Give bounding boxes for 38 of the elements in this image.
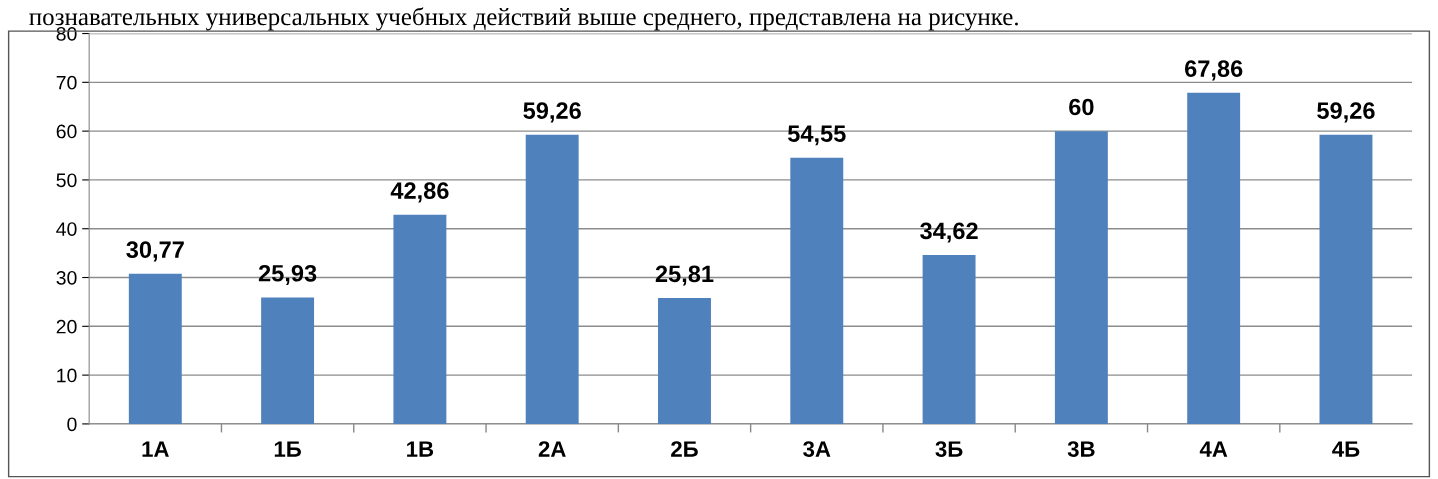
x-tick-label: 4А xyxy=(1199,441,1228,457)
bar xyxy=(525,134,579,424)
data-label: 59,26 xyxy=(523,102,581,123)
bar xyxy=(658,297,711,424)
x-tick-label: 2А xyxy=(538,441,566,457)
x-tick-label: 1А xyxy=(142,441,169,457)
x-tick-label: 3В xyxy=(1067,441,1095,457)
data-label: 42,86 xyxy=(390,182,449,203)
bar xyxy=(922,254,976,424)
y-tick-label: 50 xyxy=(56,173,77,188)
y-tick-label: 60 xyxy=(56,124,77,139)
bar xyxy=(790,157,844,424)
x-tick-label: 3А xyxy=(803,441,831,457)
y-tick-label: 30 xyxy=(56,270,77,285)
x-tick-label: 3Б xyxy=(935,441,963,457)
data-label: 25,81 xyxy=(655,265,714,286)
bar xyxy=(128,273,182,424)
x-tick-label: 1В xyxy=(407,441,434,457)
data-label: 34,62 xyxy=(920,222,978,243)
x-tick-label: 2Б xyxy=(671,441,698,457)
bar xyxy=(393,214,447,424)
bar xyxy=(1319,134,1373,424)
bar xyxy=(1054,131,1108,424)
y-tick-label: 0 xyxy=(67,417,77,432)
data-label: 59,26 xyxy=(1317,102,1375,123)
data-label: 60 xyxy=(1069,98,1094,116)
y-tick-label: 20 xyxy=(56,319,77,334)
y-tick-label: 10 xyxy=(57,368,77,383)
bar xyxy=(1187,92,1241,424)
bar xyxy=(261,297,315,424)
x-tick-label: 4Б xyxy=(1332,441,1360,457)
data-label: 30,77 xyxy=(126,241,184,262)
y-tick-label: 40 xyxy=(56,222,77,236)
y-tick-label: 70 xyxy=(56,75,77,90)
x-tick-label: 1Б xyxy=(274,441,301,457)
data-label: 54,55 xyxy=(787,125,846,146)
data-label: 25,93 xyxy=(258,264,317,286)
data-label: 67,86 xyxy=(1185,60,1243,81)
